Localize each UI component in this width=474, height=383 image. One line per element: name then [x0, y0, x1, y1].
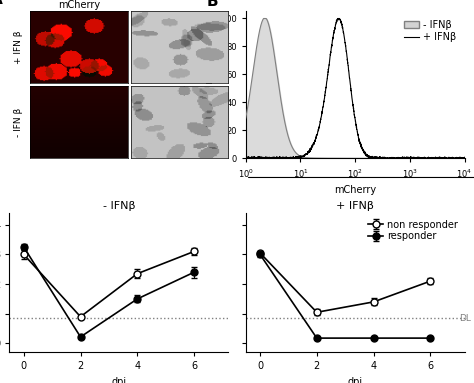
Legend: non responder, responder: non responder, responder [366, 218, 460, 243]
Title: + IFNβ: + IFNβ [336, 201, 374, 211]
Text: B: B [206, 0, 218, 8]
Text: mCherry: mCherry [58, 0, 100, 10]
X-axis label: dpi: dpi [111, 377, 127, 383]
X-axis label: mCherry: mCherry [334, 185, 376, 195]
Text: - IFN β: - IFN β [14, 108, 23, 137]
X-axis label: dpi: dpi [347, 377, 363, 383]
Y-axis label: % of max: % of max [205, 62, 215, 108]
Text: + IFN β: + IFN β [14, 31, 23, 64]
Text: DL: DL [459, 314, 471, 323]
Legend: - IFNβ, + IFNβ: - IFNβ, + IFNβ [400, 16, 460, 46]
Text: A: A [0, 0, 3, 7]
Title: - IFNβ: - IFNβ [102, 201, 135, 211]
